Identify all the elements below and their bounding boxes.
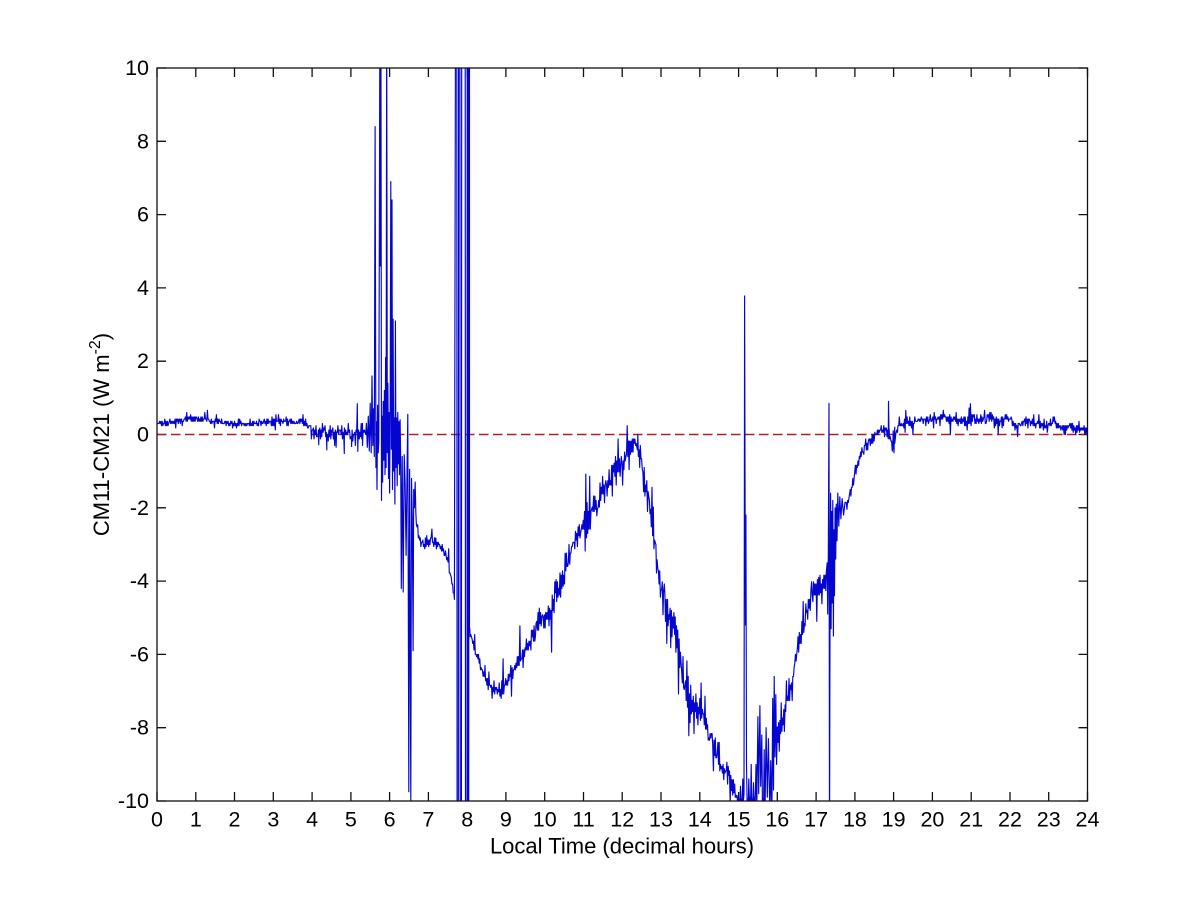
svg-text:2: 2: [137, 349, 149, 373]
svg-text:Local Time (decimal hours): Local Time (decimal hours): [490, 834, 754, 859]
svg-text:7: 7: [422, 808, 434, 832]
svg-text:4: 4: [137, 276, 149, 300]
svg-text:18: 18: [843, 808, 867, 832]
svg-text:20: 20: [920, 808, 944, 832]
svg-text:10: 10: [125, 56, 149, 80]
svg-text:1: 1: [190, 808, 202, 832]
svg-text:6: 6: [137, 203, 149, 227]
svg-text:-6: -6: [130, 642, 149, 666]
svg-text:-4: -4: [130, 569, 149, 593]
svg-text:-2: -2: [130, 496, 149, 520]
svg-text:12: 12: [610, 808, 634, 832]
svg-text:4: 4: [306, 808, 318, 832]
svg-text:17: 17: [804, 808, 828, 832]
svg-text:CM11-CM21 (W m-2): CM11-CM21 (W m-2): [87, 333, 114, 536]
svg-text:0: 0: [151, 808, 163, 832]
svg-text:19: 19: [882, 808, 906, 832]
svg-text:8: 8: [461, 808, 473, 832]
svg-text:2: 2: [229, 808, 241, 832]
svg-text:16: 16: [765, 808, 789, 832]
svg-text:-10: -10: [118, 789, 149, 813]
svg-text:3: 3: [267, 808, 279, 832]
svg-text:24: 24: [1076, 808, 1100, 832]
svg-text:22: 22: [998, 808, 1022, 832]
svg-text:-8: -8: [130, 716, 149, 740]
svg-text:6: 6: [384, 808, 396, 832]
svg-text:5: 5: [345, 808, 357, 832]
svg-text:23: 23: [1037, 808, 1061, 832]
svg-text:0: 0: [137, 423, 149, 447]
svg-text:10: 10: [533, 808, 557, 832]
svg-text:21: 21: [959, 808, 983, 832]
svg-text:11: 11: [572, 808, 594, 832]
svg-text:15: 15: [727, 808, 751, 832]
svg-text:14: 14: [688, 808, 712, 832]
svg-text:8: 8: [137, 129, 149, 153]
svg-text:9: 9: [500, 808, 512, 832]
svg-text:13: 13: [649, 808, 673, 832]
